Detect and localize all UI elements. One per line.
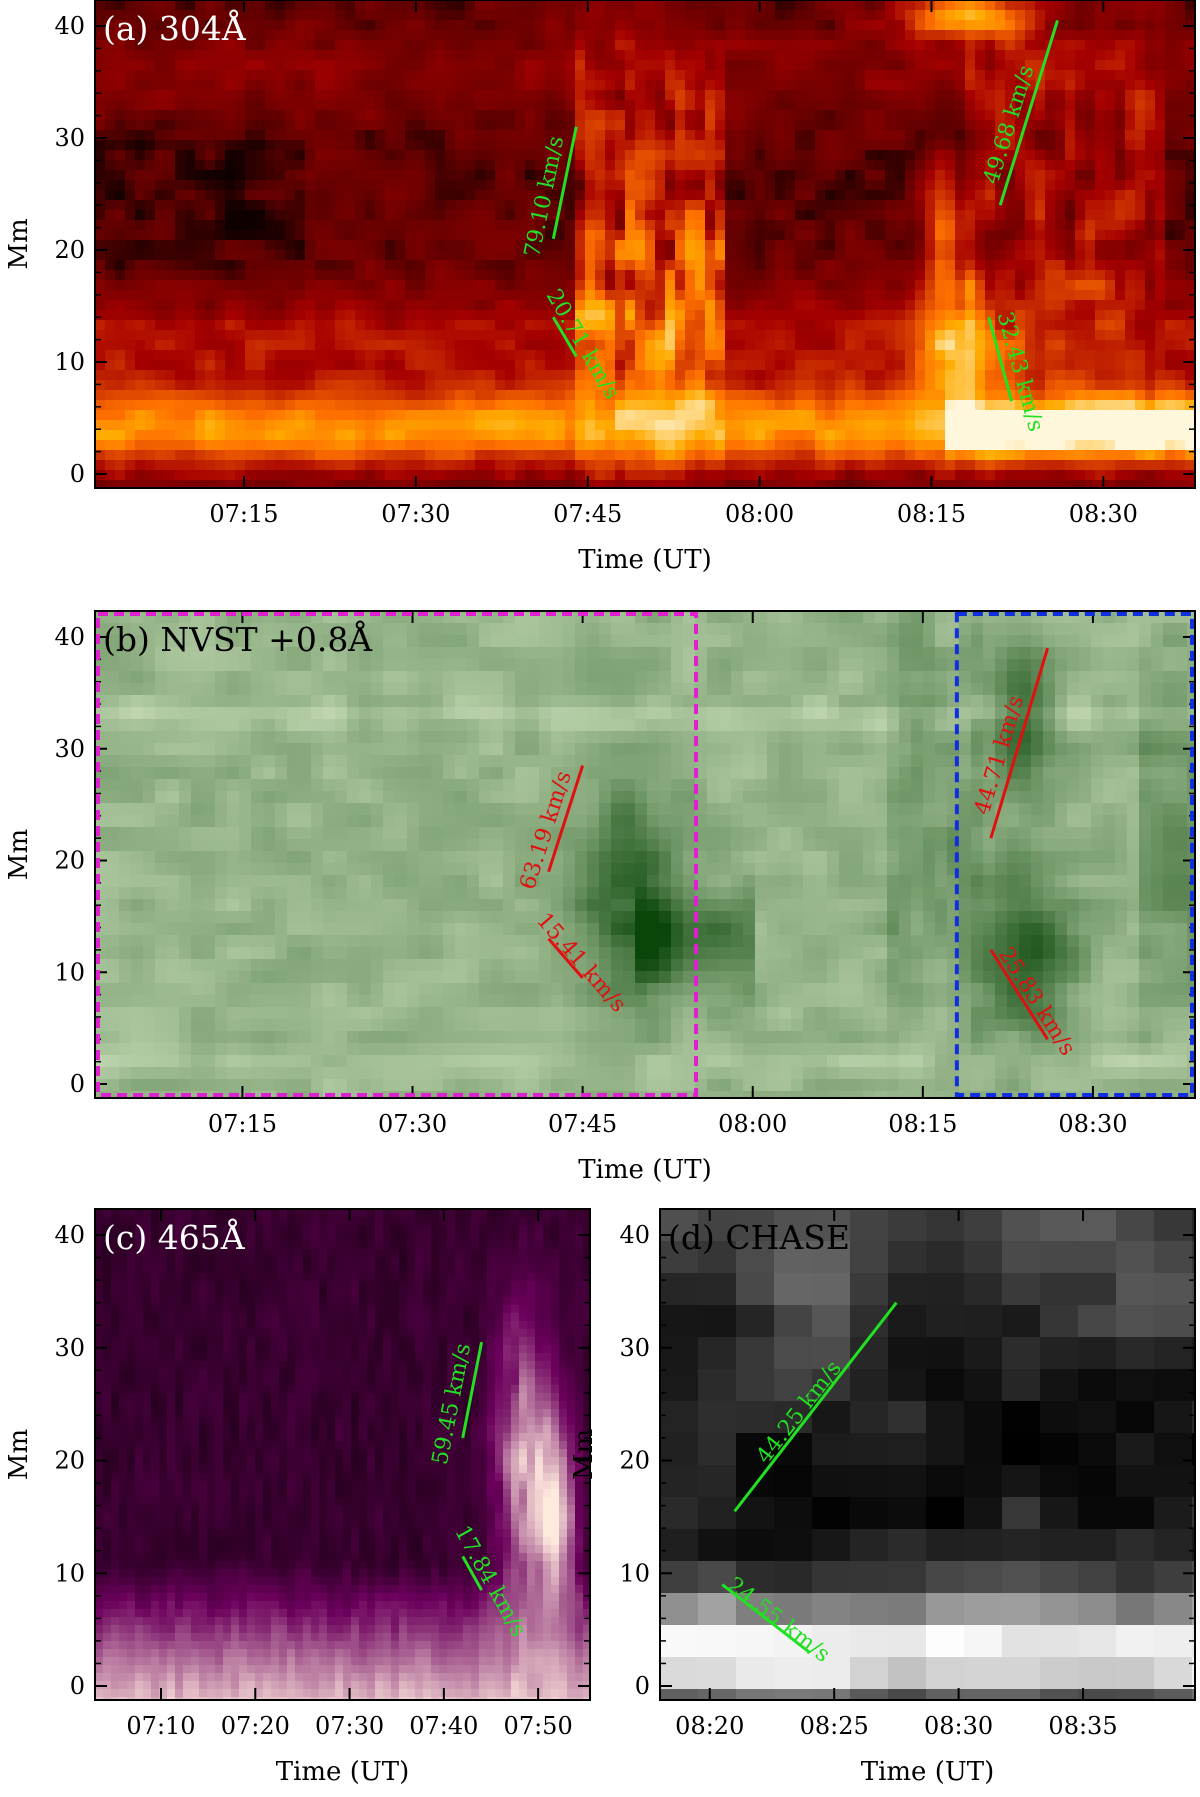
panel-2: 0 10 20 30 40 07:10 07:20 07:30 07:40 07:50 Time (… [4,1208,591,1787]
x-tick-label: 08:30 [924,1712,993,1740]
x-tick-label: 08:00 [725,500,794,528]
x-tick-label: 07:30 [378,1110,447,1138]
y-tick-label: 10 [619,1559,650,1587]
x-axis-label: Time (UT) [276,1757,410,1787]
y-axis-label: Mm [4,218,34,269]
x-tick-label: 07:15 [209,500,278,528]
x-tick-label: 07:40 [409,1712,478,1740]
x-tick-label: 08:30 [1058,1110,1127,1138]
region-box [954,612,1194,1097]
y-tick-label: 0 [70,1672,85,1700]
speed-fit-line [461,1555,483,1591]
speed-fit-line [733,1301,898,1513]
x-tick-label: 07:10 [126,1712,195,1740]
speed-fit-line [987,316,1014,402]
plot-frame [94,610,1196,1099]
y-tick-label: 30 [54,735,85,763]
y-tick-label: 40 [54,12,85,40]
y-tick-label: 20 [619,1447,650,1475]
x-tick-label: 07:45 [548,1110,617,1138]
speed-fit-line [989,949,1049,1041]
x-tick-label: 08:15 [897,500,966,528]
x-tick-label: 08:15 [888,1110,957,1138]
heatmap-2 [95,1209,591,1701]
panel-title: (b) NVST +0.8Å [103,619,373,659]
x-axis-label: Time (UT) [861,1757,995,1787]
speed-fit-line [552,316,578,358]
y-tick-label: 40 [54,1221,85,1249]
y-tick-label: 20 [54,1447,85,1475]
x-tick-label: 08:00 [718,1110,787,1138]
y-tick-label: 10 [54,1559,85,1587]
x-tick-label: 07:45 [553,500,622,528]
y-tick-label: 30 [54,124,85,152]
y-tick-label: 0 [70,1070,85,1098]
y-tick-label: 20 [54,847,85,875]
x-tick-label: 07:15 [208,1110,277,1138]
panel-title: (a) 304Å [103,8,247,48]
panel-3: 0 10 20 30 40 08:20 08:25 08:30 08:35 Time (UT) Mm… [569,1208,1196,1787]
plot-frame [94,0,1196,489]
panel-title: (c) 465Å [103,1217,246,1257]
y-axis-label: Mm [4,829,34,880]
region-box [96,612,699,1097]
x-tick-label: 07:50 [504,1712,573,1740]
x-tick-label: 08:25 [800,1712,869,1740]
y-tick-label: 40 [619,1221,650,1249]
plot-frame [94,1208,591,1701]
y-tick-label: 0 [70,460,85,488]
y-tick-label: 40 [54,623,85,651]
heatmap-3 [660,1209,1196,1701]
x-tick-label: 08:30 [1069,500,1138,528]
panel-0: 0 10 20 30 40 07:15 07:30 07:45 08:00 08:15 08:30 T… [4,0,1196,575]
x-axis-label: Time (UT) [578,1155,712,1185]
panel-1: 0 10 20 30 40 07:15 07:30 07:45 08:00 08:15 08:30 T… [4,610,1196,1185]
speed-fit-line [461,1341,484,1439]
panel-title: (d) CHASE [668,1218,850,1257]
x-tick-label: 07:20 [221,1712,290,1740]
y-axis-label: Mm [4,1429,34,1480]
speed-fit-line [998,19,1059,206]
speed-fit-line [547,765,585,873]
y-tick-label: 0 [635,1672,650,1700]
x-tick-label: 07:30 [381,500,450,528]
x-tick-label: 07:30 [315,1712,384,1740]
y-tick-label: 20 [54,236,85,264]
y-tick-label: 10 [54,348,85,376]
x-tick-label: 08:35 [1048,1712,1117,1740]
x-axis-label: Time (UT) [578,545,712,575]
speed-fit-line [721,1583,811,1654]
y-axis-label: Mm [569,1429,599,1480]
heatmap-1 [95,611,1196,1099]
plot-frame [659,1208,1196,1701]
speed-fit-line [989,647,1050,839]
speed-fit-line [551,126,578,240]
y-tick-label: 30 [54,1334,85,1362]
x-tick-label: 08:20 [675,1712,744,1740]
y-tick-label: 30 [619,1334,650,1362]
heatmap-0 [95,0,1196,489]
y-tick-label: 10 [54,958,85,986]
speed-fit-line [547,937,584,979]
